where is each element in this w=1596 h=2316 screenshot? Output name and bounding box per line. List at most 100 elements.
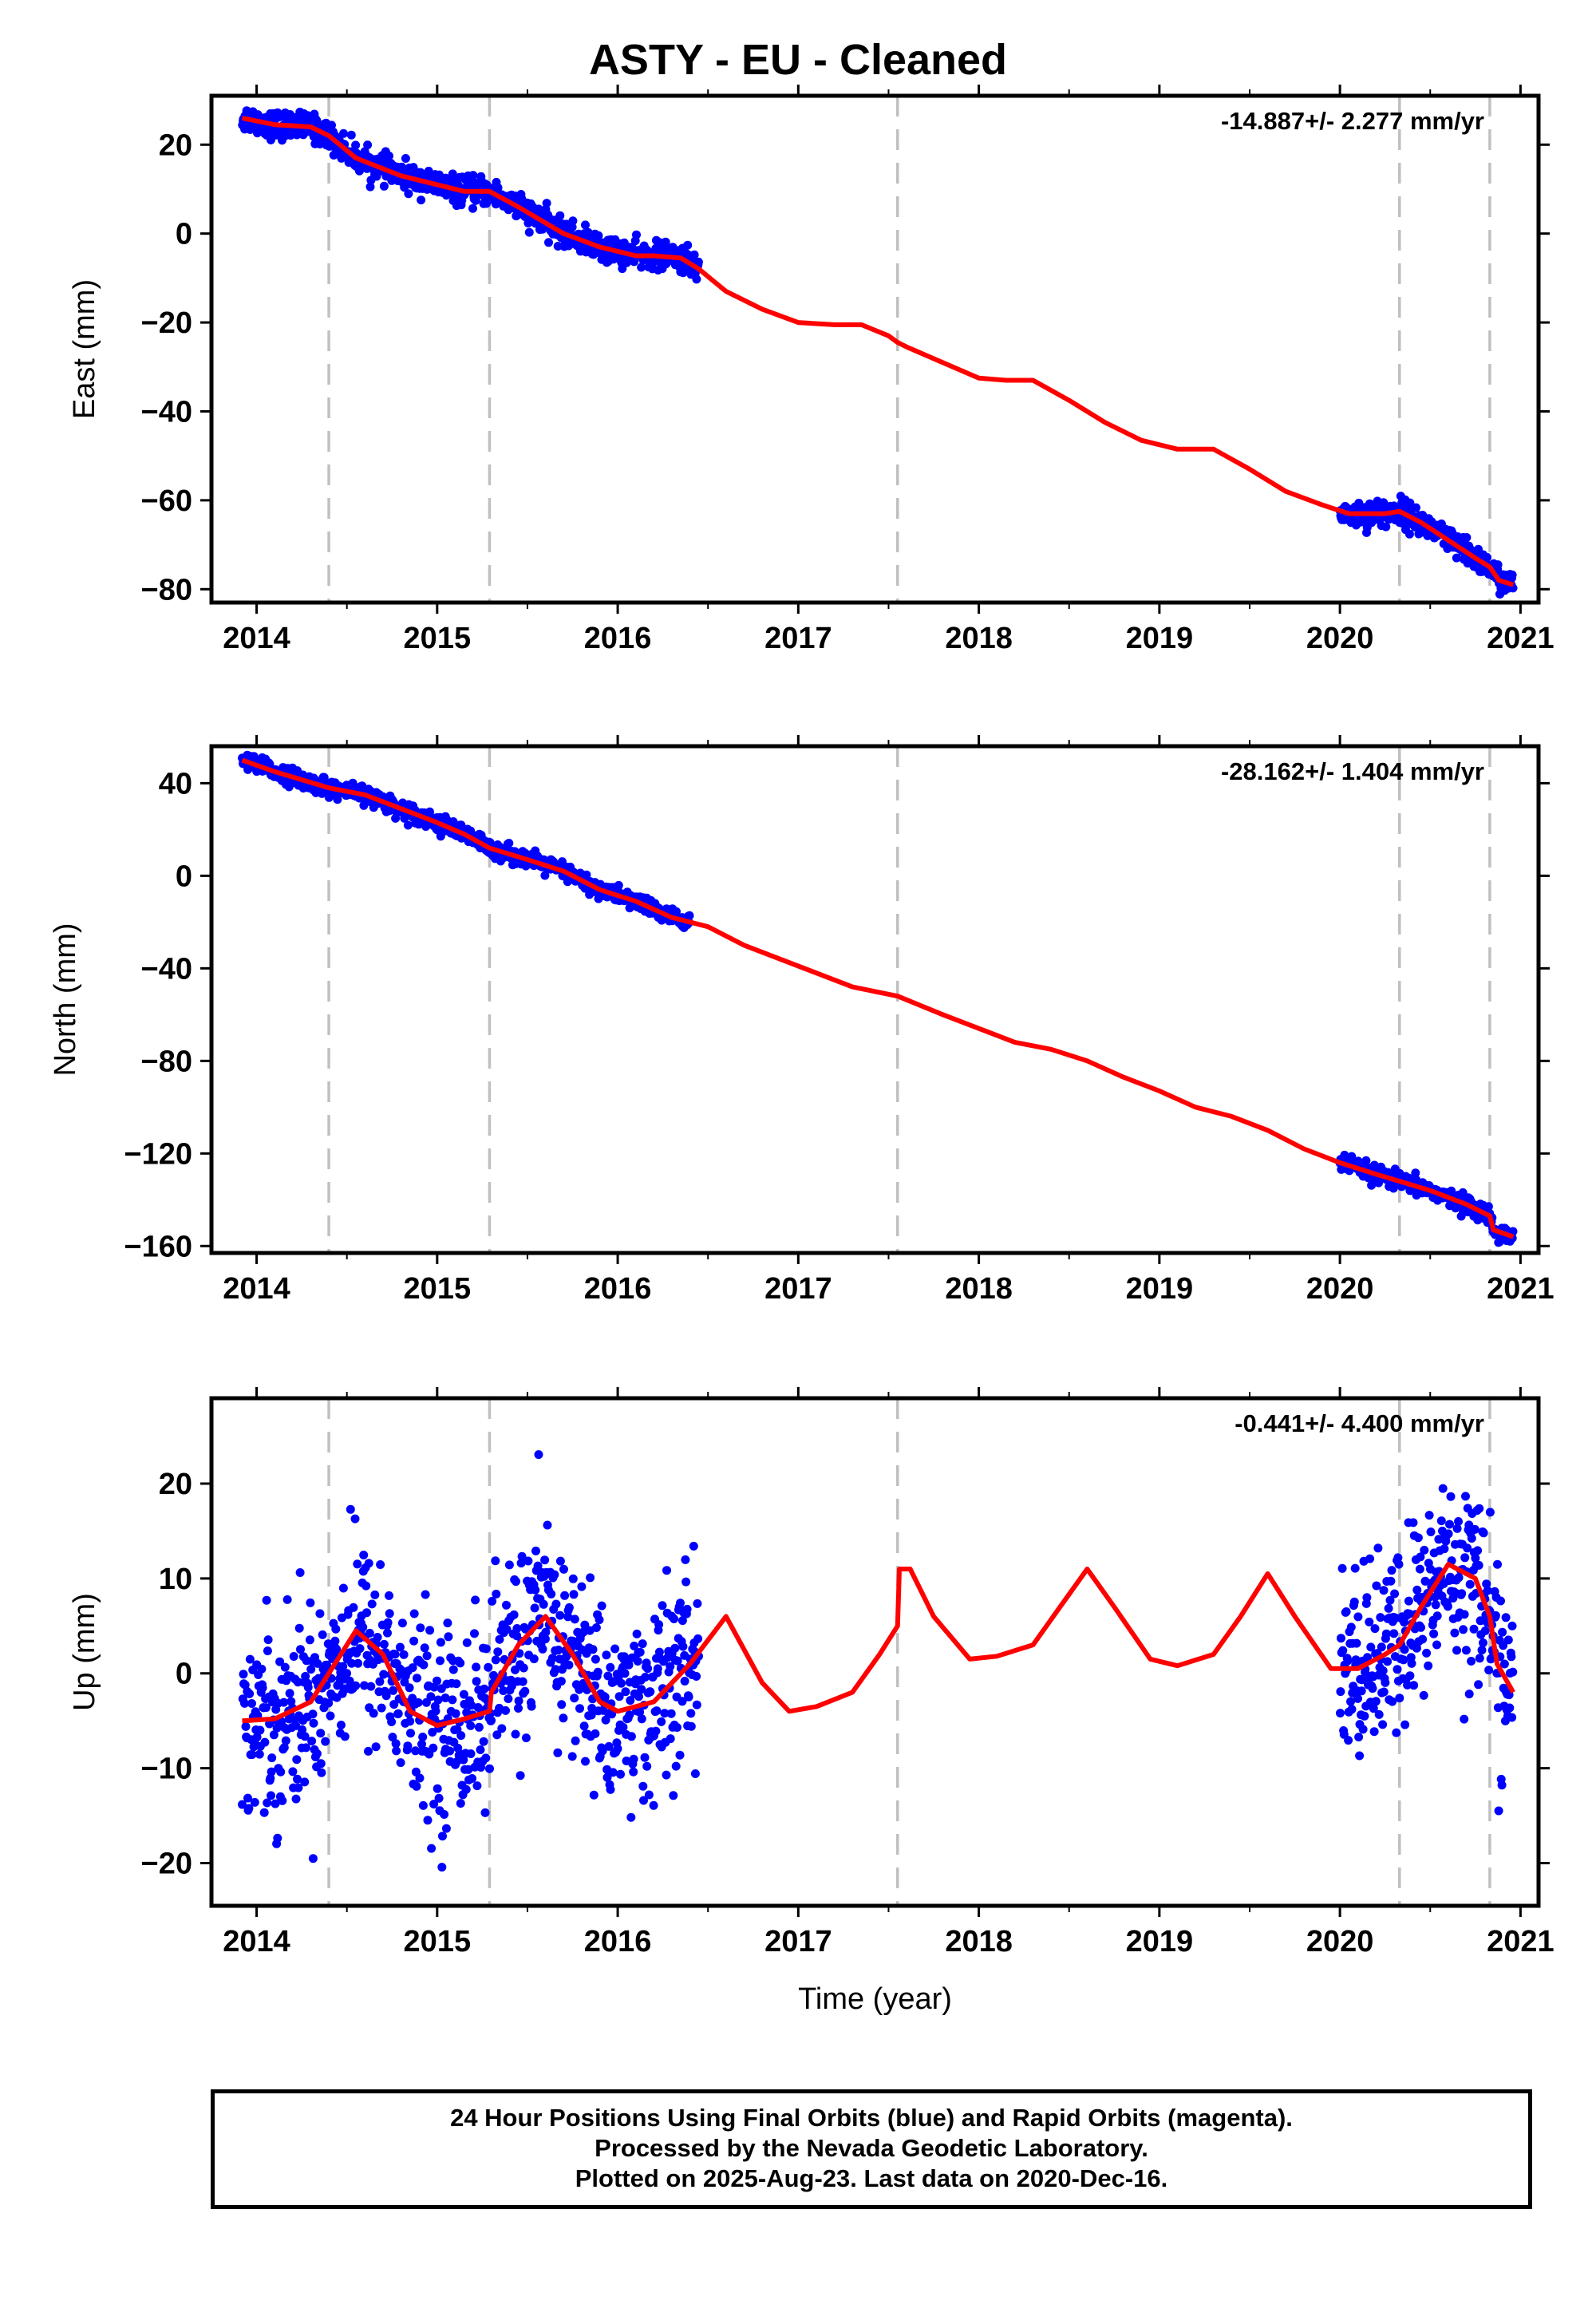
data-point: [300, 1732, 310, 1741]
data-point: [693, 1634, 703, 1643]
footer-line-2: Processed by the Nevada Geodetic Laborat…: [595, 2134, 1148, 2162]
data-point: [531, 1546, 540, 1555]
data-point: [1507, 570, 1517, 579]
data-point: [527, 1701, 536, 1711]
data-point: [1409, 1681, 1419, 1690]
data-point: [604, 1741, 614, 1751]
data-point: [267, 1753, 277, 1763]
data-point: [1365, 499, 1374, 508]
data-point: [1475, 1654, 1484, 1663]
data-point: [547, 1654, 557, 1663]
data-point: [1420, 1545, 1429, 1555]
data-point: [396, 1758, 405, 1768]
x-tick-label: 2021: [1487, 622, 1555, 655]
data-point: [453, 1743, 463, 1753]
x-tick-label: 2017: [764, 1925, 832, 1958]
data-point: [571, 1736, 580, 1745]
data-point: [514, 1704, 523, 1713]
data-point: [385, 1609, 394, 1618]
data-point: [1404, 529, 1414, 539]
data-point: [245, 1654, 255, 1664]
data-point: [547, 1589, 556, 1599]
data-point: [1378, 1666, 1388, 1675]
data-point: [511, 1729, 520, 1739]
data-point: [255, 1725, 265, 1735]
data-point: [259, 1808, 269, 1817]
data-point: [361, 1581, 371, 1591]
data-point: [1416, 1552, 1425, 1562]
data-point: [461, 1784, 471, 1794]
data-point: [539, 1599, 548, 1609]
data-point: [426, 1692, 436, 1701]
data-point: [1491, 1611, 1500, 1620]
data-point: [408, 1663, 417, 1673]
data-point: [1377, 1642, 1386, 1652]
data-point: [241, 1721, 251, 1731]
data-point: [644, 1790, 654, 1800]
data-point: [491, 1556, 500, 1566]
data-point: [499, 1686, 508, 1695]
data-point: [438, 1832, 447, 1841]
data-point: [675, 1750, 685, 1760]
data-point: [692, 1672, 701, 1681]
data-point: [406, 1729, 415, 1738]
data-point: [1408, 1518, 1418, 1528]
data-point: [292, 1755, 302, 1765]
data-point: [581, 1757, 590, 1766]
data-point: [564, 1660, 574, 1670]
rate-annotation: -14.887+/- 2.277 mm/yr: [1221, 107, 1484, 135]
x-tick-label: 2019: [1126, 622, 1194, 655]
data-point: [555, 1611, 565, 1620]
data-point: [377, 1703, 386, 1713]
data-point: [1497, 1780, 1507, 1790]
data-point: [540, 1634, 550, 1644]
data-point: [551, 1665, 560, 1674]
x-tick-label: 2018: [945, 1925, 1013, 1958]
data-point: [1469, 1624, 1479, 1634]
data-point: [392, 1746, 401, 1756]
data-point: [387, 1717, 397, 1726]
data-point: [365, 1628, 374, 1638]
x-tick-label: 2017: [764, 622, 832, 655]
data-point: [638, 1781, 648, 1791]
plot-frame: [209, 93, 1541, 605]
x-tick-label: 2021: [1487, 1272, 1555, 1306]
data-point: [459, 1690, 468, 1699]
data-point: [395, 1642, 405, 1652]
plot-frame: [209, 1396, 1541, 1908]
data-point: [1429, 1629, 1439, 1638]
data-point: [681, 1577, 691, 1587]
data-point: [1467, 1534, 1476, 1543]
data-point: [316, 1729, 326, 1738]
data-point: [1400, 1645, 1409, 1654]
data-point: [1461, 1646, 1471, 1655]
data-point: [639, 1796, 648, 1805]
x-axis-title: Time (year): [798, 1982, 952, 2016]
data-point: [1365, 1554, 1375, 1563]
data-point: [543, 1520, 552, 1530]
data-point: [1477, 1646, 1487, 1655]
data-point: [1393, 1665, 1402, 1674]
data-point: [485, 1764, 494, 1773]
data-point: [678, 1616, 687, 1626]
data-point: [1395, 1694, 1404, 1703]
data-point: [491, 1655, 500, 1665]
data-point: [1483, 1202, 1493, 1211]
data-point: [692, 1700, 701, 1709]
data-point: [1343, 1656, 1353, 1666]
data-point: [1360, 1711, 1369, 1721]
data-point: [1418, 1634, 1428, 1644]
data-points: [238, 750, 1518, 1247]
data-point: [551, 1599, 561, 1609]
data-point: [497, 1724, 507, 1733]
data-point: [423, 1816, 433, 1825]
data-point: [1336, 1709, 1345, 1718]
data-point: [1422, 1648, 1432, 1658]
data-point: [472, 1781, 482, 1791]
data-point: [436, 1656, 444, 1666]
data-point: [544, 238, 553, 247]
data-point: [347, 1658, 357, 1668]
data-point: [579, 1721, 589, 1731]
data-point: [1367, 1180, 1377, 1190]
data-point: [514, 1696, 523, 1705]
